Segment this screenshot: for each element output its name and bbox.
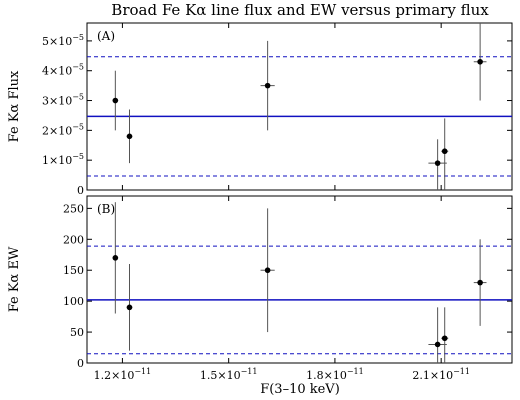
y-axis-label: Fe Kα EW <box>7 246 22 312</box>
y-tick-label: 250 <box>63 202 84 215</box>
point-marker <box>112 255 119 261</box>
data-point <box>126 109 133 164</box>
panel-label: (A) <box>97 29 115 43</box>
data-point <box>441 118 449 190</box>
y-tick-label-exp: −5 <box>72 152 84 161</box>
y-tick-label-exp: −5 <box>72 122 84 131</box>
y-tick-label-exp: −5 <box>72 63 84 72</box>
point-marker <box>477 58 483 65</box>
y-tick-label-base: 200 <box>63 233 84 246</box>
point-marker <box>441 148 448 155</box>
data-point <box>441 307 449 363</box>
panel-b: 0 50 100 150 200 250 (B) Fe Kα EW <box>7 195 513 370</box>
data-point <box>112 202 119 314</box>
point-marker <box>264 267 271 274</box>
x-axis: 1.2×10−11 1.5×10−11 1.8×10−11 2.1×10−11 <box>94 367 470 382</box>
y-tick-label-base: 0 <box>77 357 84 370</box>
y-tick-label-base: 2×10 <box>42 124 72 137</box>
y-tick-label: 100 <box>63 295 84 308</box>
y-tick-label-base: 3×10 <box>42 95 72 108</box>
point-marker <box>441 335 448 342</box>
y-tick-label-base: 50 <box>70 326 84 339</box>
x-tick-label-base: 1.8×10 <box>306 369 347 382</box>
point-marker <box>112 97 119 104</box>
y-tick-label-base: 250 <box>63 202 84 215</box>
x-tick-label: 1.5×10−11 <box>200 367 258 382</box>
y-tick-label: 3×10−5 <box>42 93 84 108</box>
y-tick-label: 1×10−5 <box>42 152 84 167</box>
y-tick-label: 0 <box>77 357 84 370</box>
chart-title: Broad Fe Kα line flux and EW versus prim… <box>111 1 489 19</box>
x-tick-label-exp: −11 <box>453 367 470 376</box>
y-tick-label: 0 <box>77 184 84 197</box>
x-tick-label-exp: −11 <box>134 367 151 376</box>
x-tick-label: 2.1×10−11 <box>412 367 470 382</box>
data-point <box>126 264 133 351</box>
x-tick-label-base: 1.5×10 <box>200 369 241 382</box>
data-point <box>112 70 119 131</box>
data-point <box>260 208 275 333</box>
data-point <box>260 40 275 131</box>
y-tick-label: 4×10−5 <box>42 63 84 78</box>
data-point <box>473 23 487 101</box>
x-tick-label-base: 2.1×10 <box>412 369 453 382</box>
y-tick-label-base: 1×10 <box>42 154 72 167</box>
point-marker <box>126 133 133 140</box>
data-point <box>473 239 487 326</box>
y-tick-label-exp: −5 <box>72 93 84 102</box>
x-axis-label: F(3–10 keV) <box>260 382 340 397</box>
plot-frame <box>86 22 513 191</box>
y-tick-label-exp: −5 <box>72 33 84 42</box>
y-tick-label-base: 100 <box>63 295 84 308</box>
y-tick-label: 2×10−5 <box>42 122 84 137</box>
data-point <box>428 139 447 190</box>
x-tick-label-exp: −11 <box>347 367 364 376</box>
point-marker <box>434 160 441 166</box>
panel-a: 01×10−52×10−53×10−54×10−55×10−5 (A)Fe Kα … <box>7 22 513 197</box>
x-tick-label-base: 1.2×10 <box>94 369 135 382</box>
y-tick-label: 50 <box>70 326 84 339</box>
point-marker <box>434 341 441 348</box>
point-marker <box>264 82 271 89</box>
y-tick-label: 150 <box>63 264 84 277</box>
y-tick-label-base: 5×10 <box>42 35 72 48</box>
plot-frame <box>86 195 513 364</box>
x-tick-label: 1.2×10−11 <box>94 367 152 382</box>
y-tick-label: 5×10−5 <box>42 33 84 48</box>
y-tick-label: 200 <box>63 233 84 246</box>
data-point <box>428 307 447 363</box>
x-tick-label: 1.8×10−11 <box>306 367 364 382</box>
point-marker <box>477 279 483 286</box>
y-tick-label-base: 0 <box>77 184 84 197</box>
y-axis-label: Fe Kα Flux <box>7 70 22 142</box>
point-marker <box>126 304 133 311</box>
y-tick-label-base: 150 <box>63 264 84 277</box>
y-tick-label-base: 4×10 <box>42 65 72 78</box>
x-tick-label-exp: −11 <box>241 367 258 376</box>
panel-label: (B) <box>97 202 115 216</box>
